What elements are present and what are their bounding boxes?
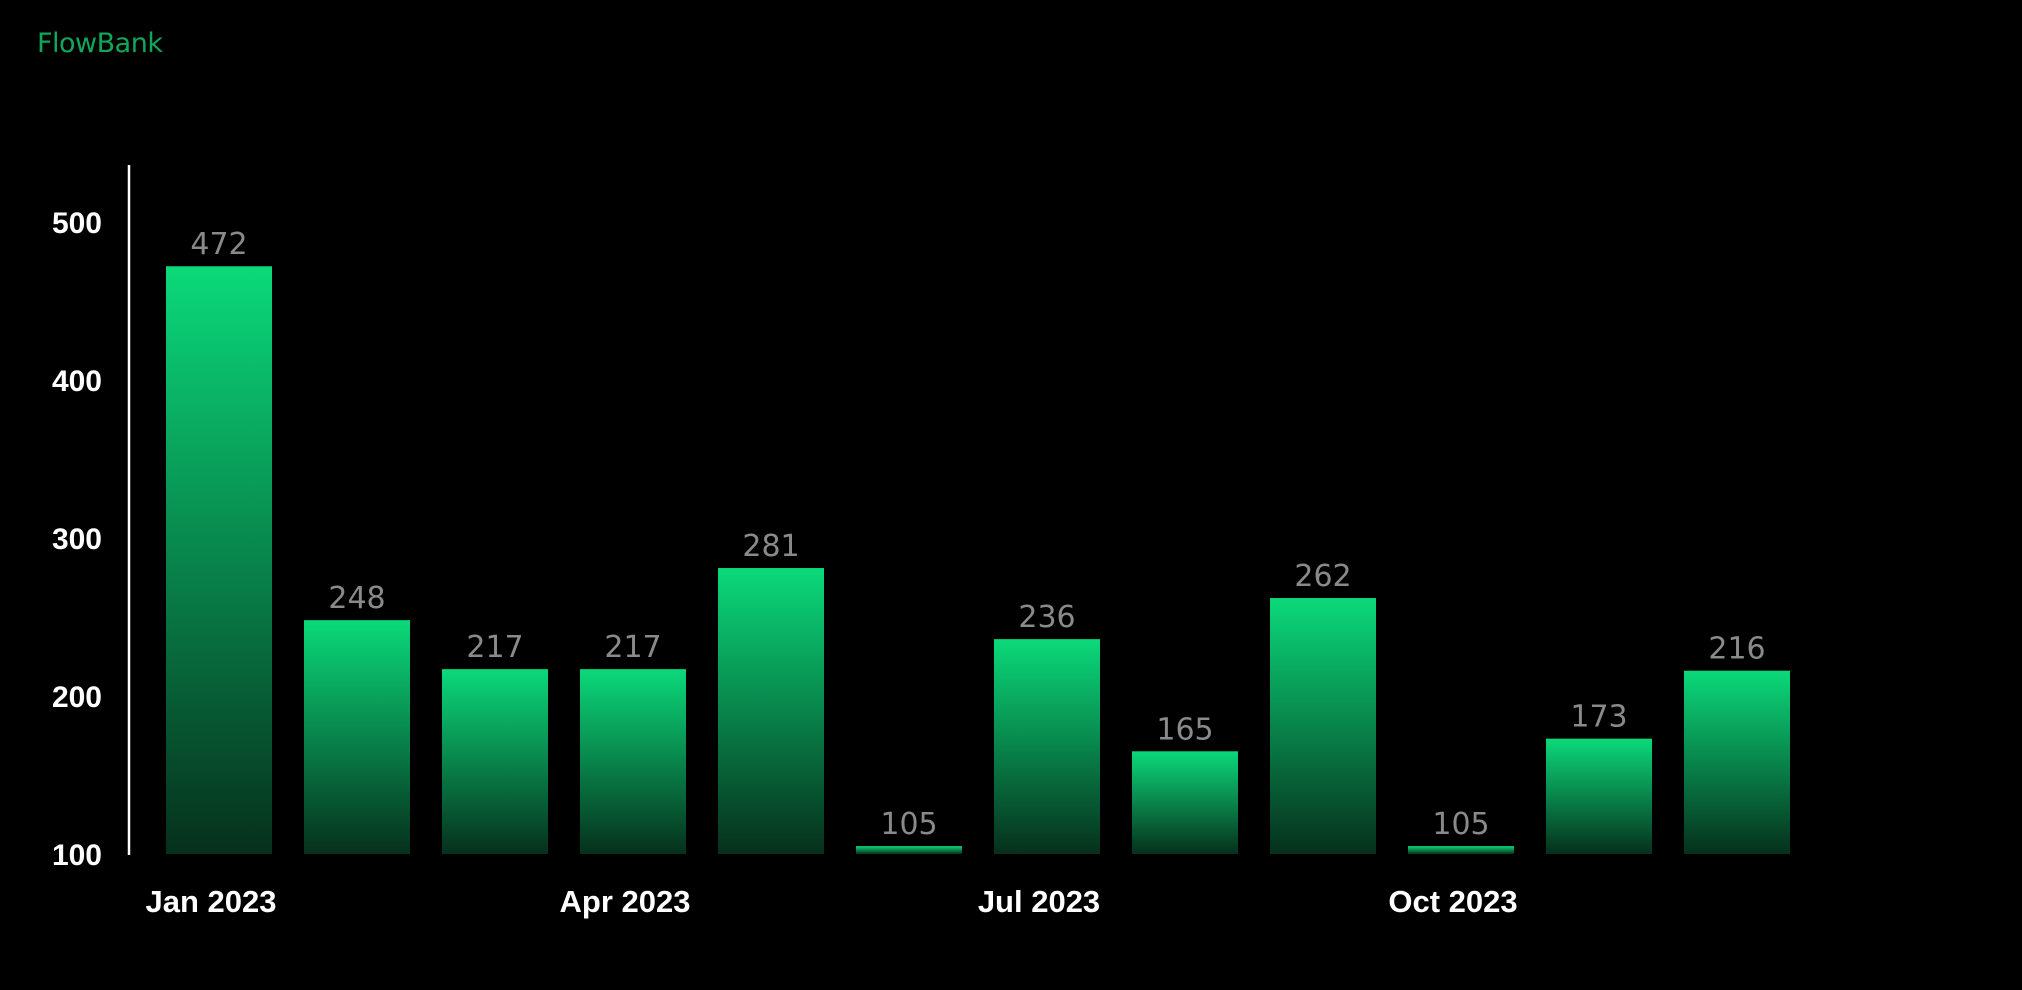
y-tick-200: 200 [52,681,102,714]
data-labels: 472 248 217 217 281 105 236 165 262 105 173 216 [190,227,1765,842]
y-tick-300: 300 [52,523,102,556]
data-label-aug-2023: 165 [1156,712,1213,747]
data-label-jan-2023: 472 [190,227,247,262]
bar-nov-2023 [1546,738,1652,854]
bar-jan-2023 [166,266,272,854]
bar-may-2023 [718,568,824,854]
bar-jun-2023 [856,846,962,854]
y-tick-100: 100 [52,839,102,872]
data-label-sep-2023: 262 [1294,559,1351,594]
y-axis-ticks: 100 200 300 400 500 [52,207,102,872]
flowbank-logo: FlowBank [37,28,163,59]
bar-oct-2023 [1408,846,1514,854]
y-tick-500: 500 [52,207,102,240]
data-label-apr-2023: 217 [604,630,661,665]
bar-apr-2023 [580,669,686,854]
data-label-nov-2023: 173 [1570,700,1627,735]
x-axis-ticks: Jan 2023 Apr 2023 Jul 2023 Oct 2023 [146,884,1518,919]
y-tick-400: 400 [52,365,102,398]
x-tick-oct-2023: Oct 2023 [1388,884,1517,919]
bar-feb-2023 [304,620,410,854]
bar-aug-2023 [1132,751,1238,854]
data-label-may-2023: 281 [742,529,799,564]
bar-sep-2023 [1270,598,1376,854]
bar-mar-2023 [442,669,548,854]
bars [166,266,1790,854]
bar-dec-2023 [1684,670,1790,854]
data-label-feb-2023: 248 [328,581,385,616]
x-tick-jan-2023: Jan 2023 [146,884,277,919]
x-tick-apr-2023: Apr 2023 [560,884,691,919]
axes [127,165,1925,856]
data-label-jun-2023: 105 [880,807,937,842]
data-label-oct-2023: 105 [1432,807,1489,842]
data-label-mar-2023: 217 [466,630,523,665]
data-label-jul-2023: 236 [1018,600,1075,635]
x-tick-jul-2023: Jul 2023 [978,884,1100,919]
data-label-dec-2023: 216 [1708,632,1765,667]
bar-jul-2023 [994,639,1100,854]
